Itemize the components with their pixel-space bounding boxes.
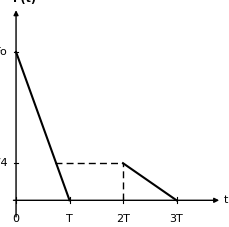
Text: 3T: 3T: [169, 214, 183, 224]
Text: F(t): F(t): [13, 0, 36, 5]
Text: T: T: [66, 214, 73, 224]
Text: 2T: 2T: [116, 214, 129, 224]
Text: 0: 0: [13, 214, 19, 224]
Text: Fo: Fo: [0, 47, 8, 57]
Text: t: t: [223, 195, 227, 205]
Text: Fo/4: Fo/4: [0, 158, 8, 168]
